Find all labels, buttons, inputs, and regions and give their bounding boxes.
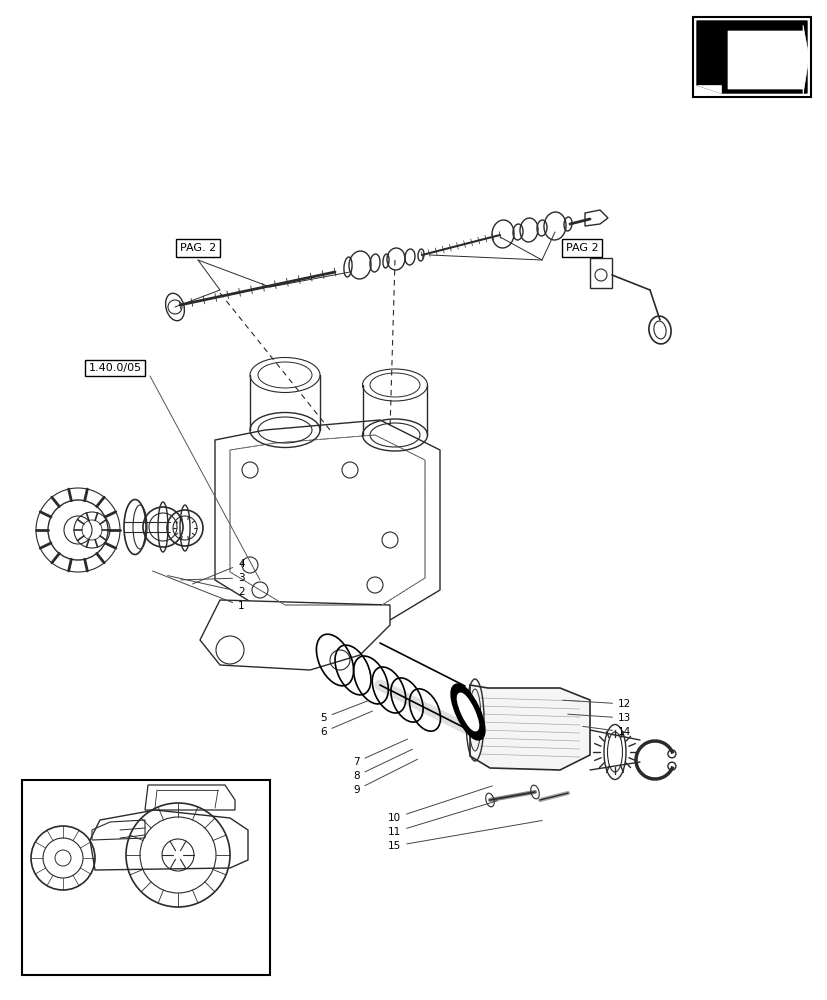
Polygon shape (696, 21, 806, 93)
Text: 2: 2 (168, 576, 244, 597)
Text: 3: 3 (180, 573, 244, 583)
Text: 10: 10 (388, 786, 492, 823)
Text: 4: 4 (193, 559, 244, 584)
Polygon shape (727, 25, 808, 95)
Text: PAG 2: PAG 2 (565, 243, 598, 253)
Polygon shape (696, 85, 720, 93)
Text: 9: 9 (352, 759, 417, 795)
Bar (590, 258, 611, 288)
Polygon shape (215, 420, 439, 620)
Polygon shape (470, 685, 590, 770)
Text: 7: 7 (352, 739, 407, 767)
Text: 5: 5 (319, 701, 367, 723)
Polygon shape (200, 600, 390, 670)
Text: 1.40.0/05: 1.40.0/05 (88, 363, 141, 373)
Text: 15: 15 (388, 820, 542, 851)
Bar (22, 780, 270, 975)
Text: PAG. 2: PAG. 2 (179, 243, 216, 253)
Text: 11: 11 (388, 801, 497, 837)
Bar (692, 17, 810, 97)
Text: 14: 14 (582, 726, 630, 737)
Ellipse shape (458, 695, 476, 729)
Ellipse shape (453, 687, 481, 737)
Text: 12: 12 (562, 699, 630, 709)
Text: 1: 1 (152, 571, 244, 611)
Text: 13: 13 (567, 713, 630, 723)
Text: 8: 8 (352, 749, 412, 781)
Text: 6: 6 (319, 711, 372, 737)
